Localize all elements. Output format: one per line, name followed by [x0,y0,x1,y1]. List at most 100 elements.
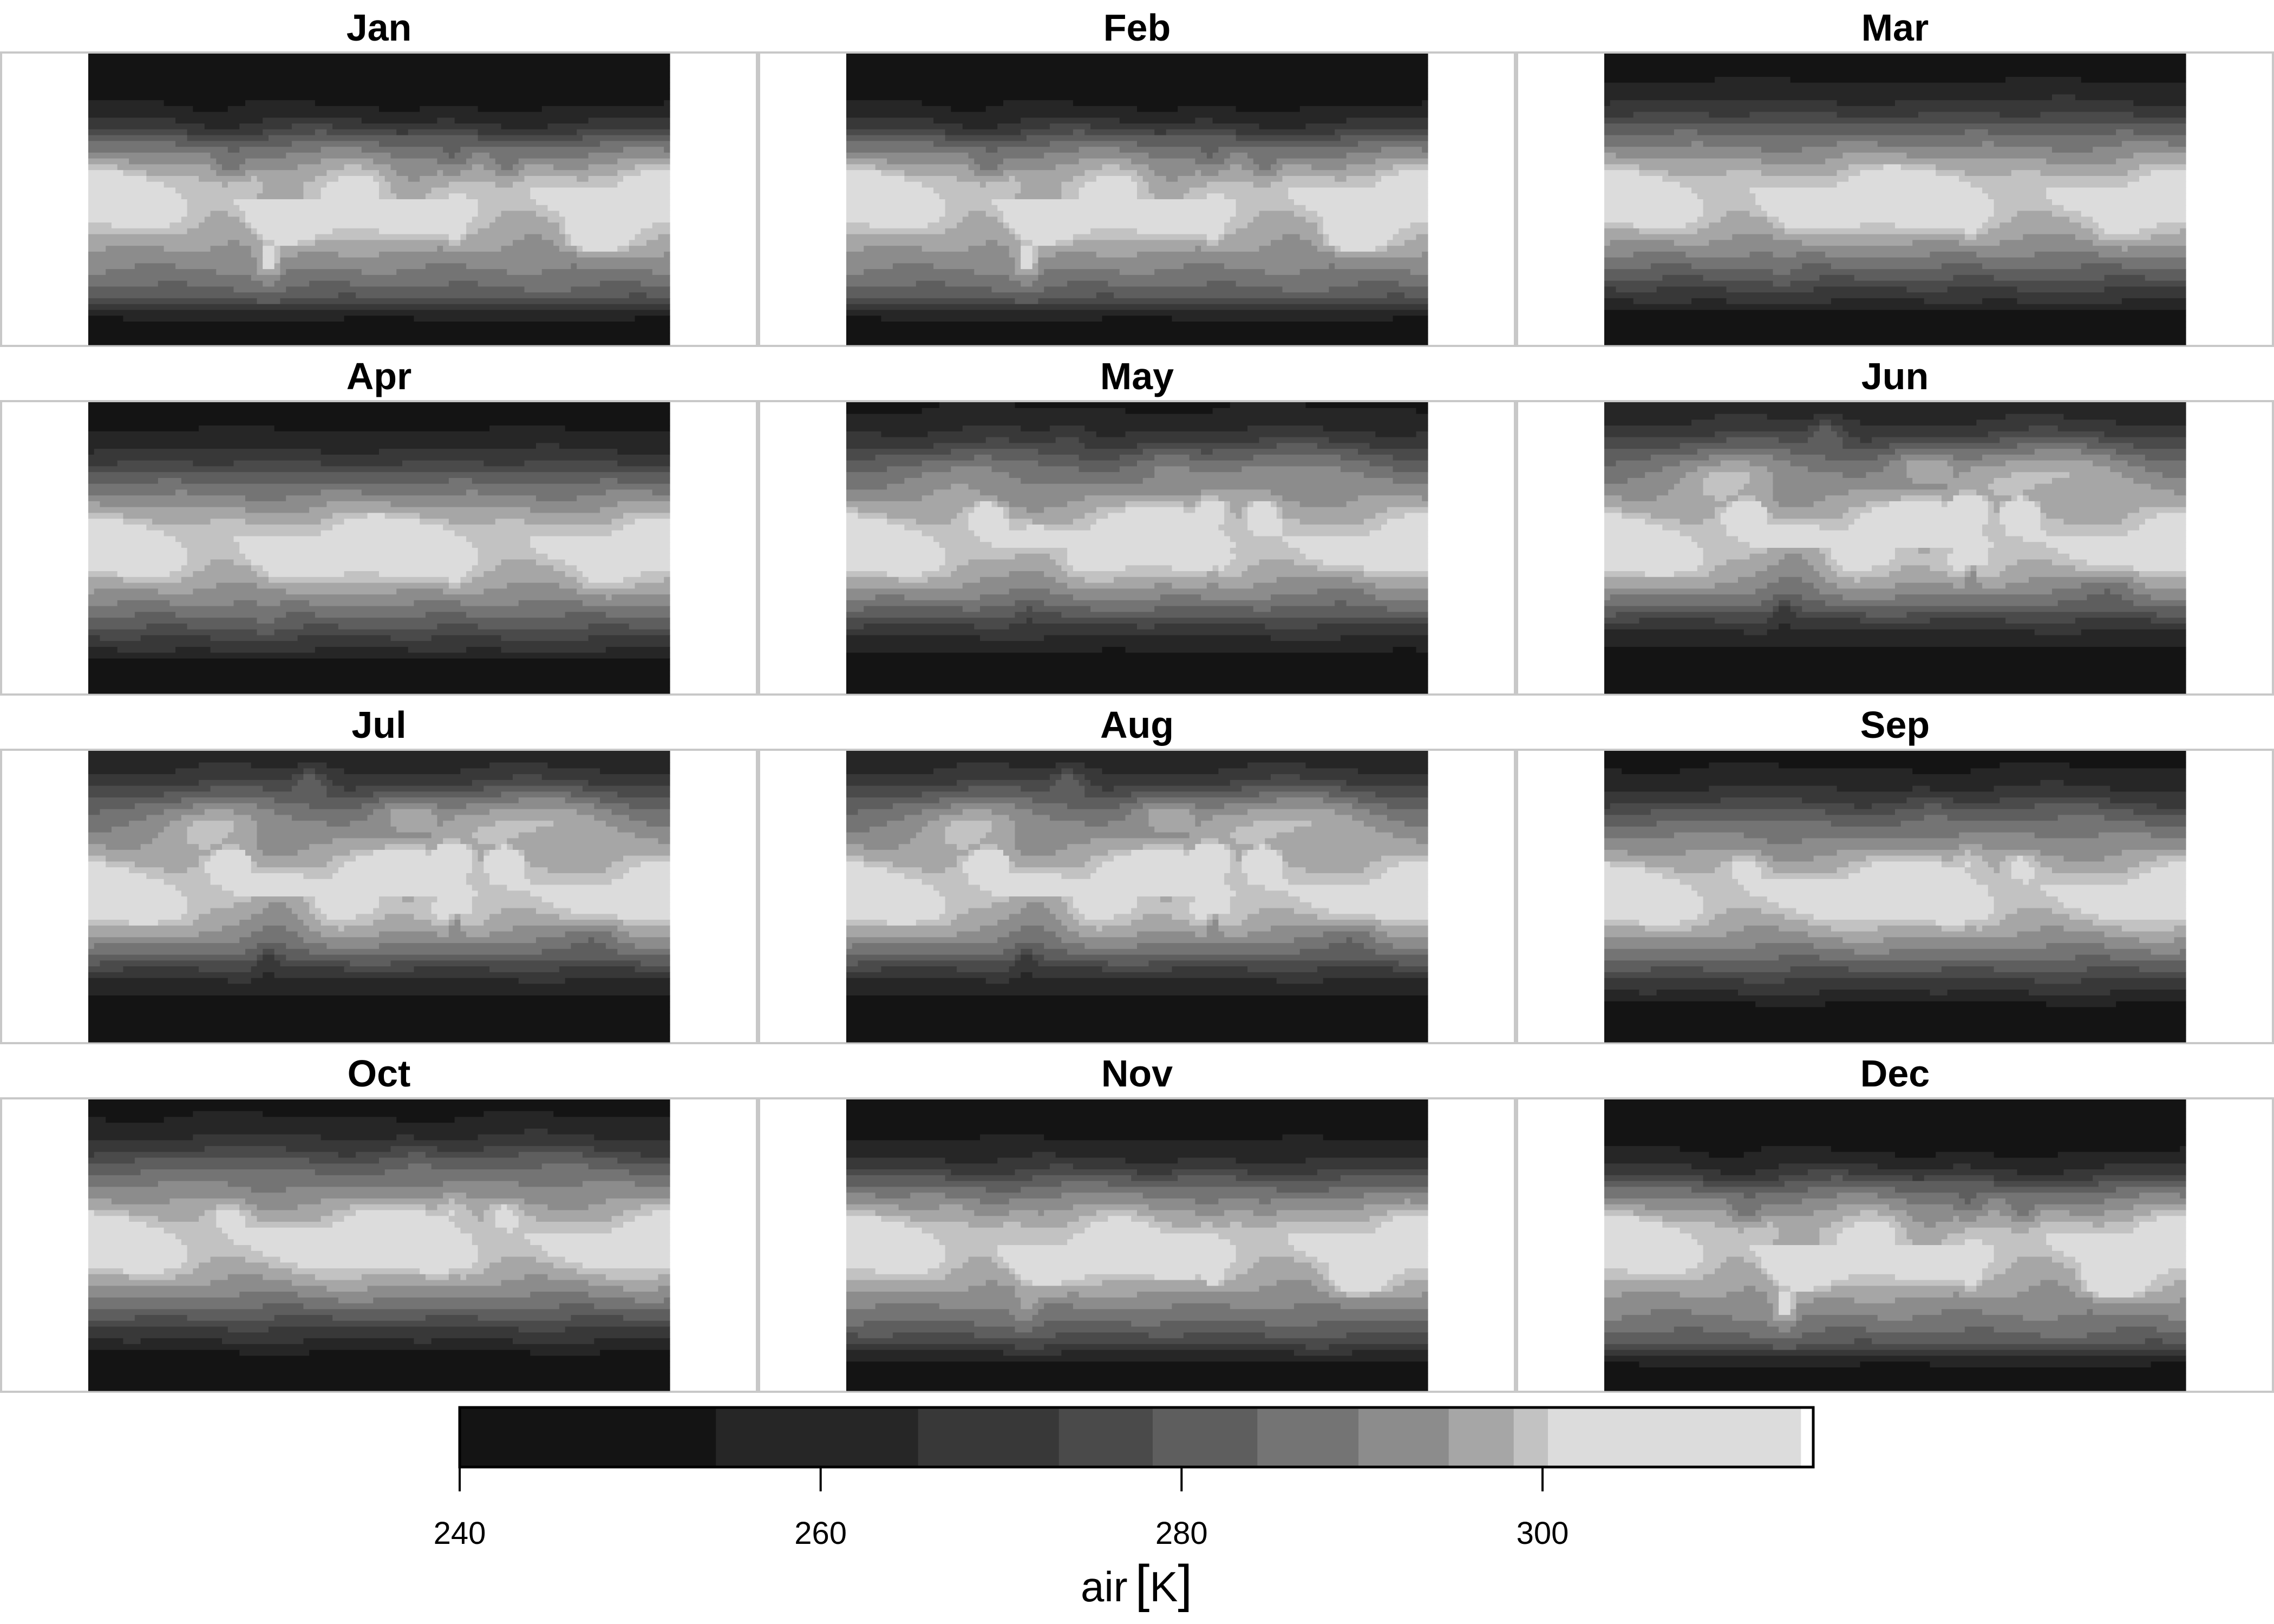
map-cell-run [1148,1332,1184,1339]
map-cell-run [1212,1221,1231,1228]
map-cell-run [245,1198,322,1205]
map-cell-run [1767,896,1995,903]
map-cell-run [530,890,670,897]
map-cell-run [2093,1175,2186,1182]
map-cell-run [291,815,368,821]
map-cell-run [1399,960,1428,967]
map-cell-run [1964,228,1977,235]
map-cell-run [1236,1157,1306,1164]
map-cell-run [600,477,618,484]
map-cell-run [437,1204,467,1211]
map-cell-run [1691,263,1802,270]
map-cell-run [524,867,548,874]
map-cell-run [1178,1157,1237,1164]
map-cell-run [1790,1292,1797,1298]
map-cell-run [227,181,263,188]
map-cell-run [1003,948,1021,955]
map-cell-run [1697,890,1750,897]
map-cell-run [1964,861,1971,868]
map-cell-run [1604,1163,1692,1170]
map-cell-run [846,316,882,322]
map-cell-run [88,676,670,683]
map-cell-run [94,943,258,949]
map-cell-run [1994,489,2023,496]
map-cell-run [846,135,946,141]
map-cell-run [1941,1239,1965,1246]
map-cell-run [846,618,1027,624]
map-cell-run [1622,1292,1681,1298]
map-cell-run [1906,1210,1989,1216]
map-cell-run [1299,234,1324,240]
map-cell-run [2075,1256,2186,1263]
map-cell-run [1346,152,1428,159]
map-cell-run [2075,954,2110,961]
map-cell-run [1848,175,1959,182]
map-cell-run [1912,1315,2023,1321]
map-cell-run [2116,1326,2157,1333]
map-cell-run [565,425,670,432]
map-cell-run [408,175,420,182]
map-cell-run [1604,565,1698,572]
map-cell-run [991,826,1016,833]
map-cell-run [2046,1233,2186,1240]
map-cell-run [623,873,670,880]
map-cell-run [106,1117,165,1123]
map-cell-run [1271,501,1277,508]
map-cell-run [1282,519,1301,525]
map-cell-run [1241,849,1248,856]
map-cell-run [1015,844,1068,850]
map-cell-run [565,571,583,578]
map-cell-run [1604,931,1727,938]
map-cell-run [466,571,484,578]
map-cell-run [1947,571,1965,578]
map-cell-run [968,1256,992,1263]
map-cell-run [321,1134,397,1141]
map-cell-run [263,234,316,240]
map-cell-run [1773,612,1797,618]
map-cell-run [600,280,641,287]
map-cell-run [1715,1268,1762,1275]
map-cell-run [1895,594,2088,601]
map-cell-run [443,588,484,595]
map-cell-run [1749,211,1768,217]
map-cell-run [524,234,543,240]
map-cell-run [513,240,554,246]
map-cell-run [326,1286,368,1292]
map-cell-run [997,1280,1021,1286]
map-cell-run [1032,1326,1428,1333]
map-cell-run [1375,925,1428,932]
map-cell-run [1009,914,1056,920]
map-cell-run [251,559,479,566]
map-cell-run [1825,495,1901,502]
map-cell-run [559,914,618,920]
map-cell-run [991,501,998,508]
map-cell-run [922,826,946,833]
map-cell-run [448,193,467,200]
map-cell-run [1918,548,1931,554]
map-cell-run [1842,1216,1896,1222]
map-cell-run [846,257,1016,264]
map-cell-run [1009,222,1225,229]
map-cell-run [1784,978,2035,984]
map-cell-run [88,1250,188,1258]
map-cell-run [1964,920,2000,926]
map-cell-run [1288,1239,1428,1246]
map-cell-run [1761,205,1995,212]
map-cell-run [962,606,981,612]
map-cell-run [1102,164,1120,171]
map-cell-run [535,937,589,944]
map-cell-run [980,844,998,850]
map-cell-run [2069,1210,2105,1216]
map-cell-run [904,873,969,880]
map-cell-run [227,1181,443,1187]
map-cell-run [1732,234,1774,240]
map-cell-run [2180,228,2186,235]
map-cell-run [605,1274,659,1281]
map-cell-run [431,1338,513,1345]
map-cell-run [864,606,963,612]
map-cell-run [216,170,246,176]
map-cell-run [1323,228,1399,235]
map-cell-run [951,821,992,827]
map-cell-run [1773,1239,1820,1246]
map-cell-run [846,1187,986,1193]
